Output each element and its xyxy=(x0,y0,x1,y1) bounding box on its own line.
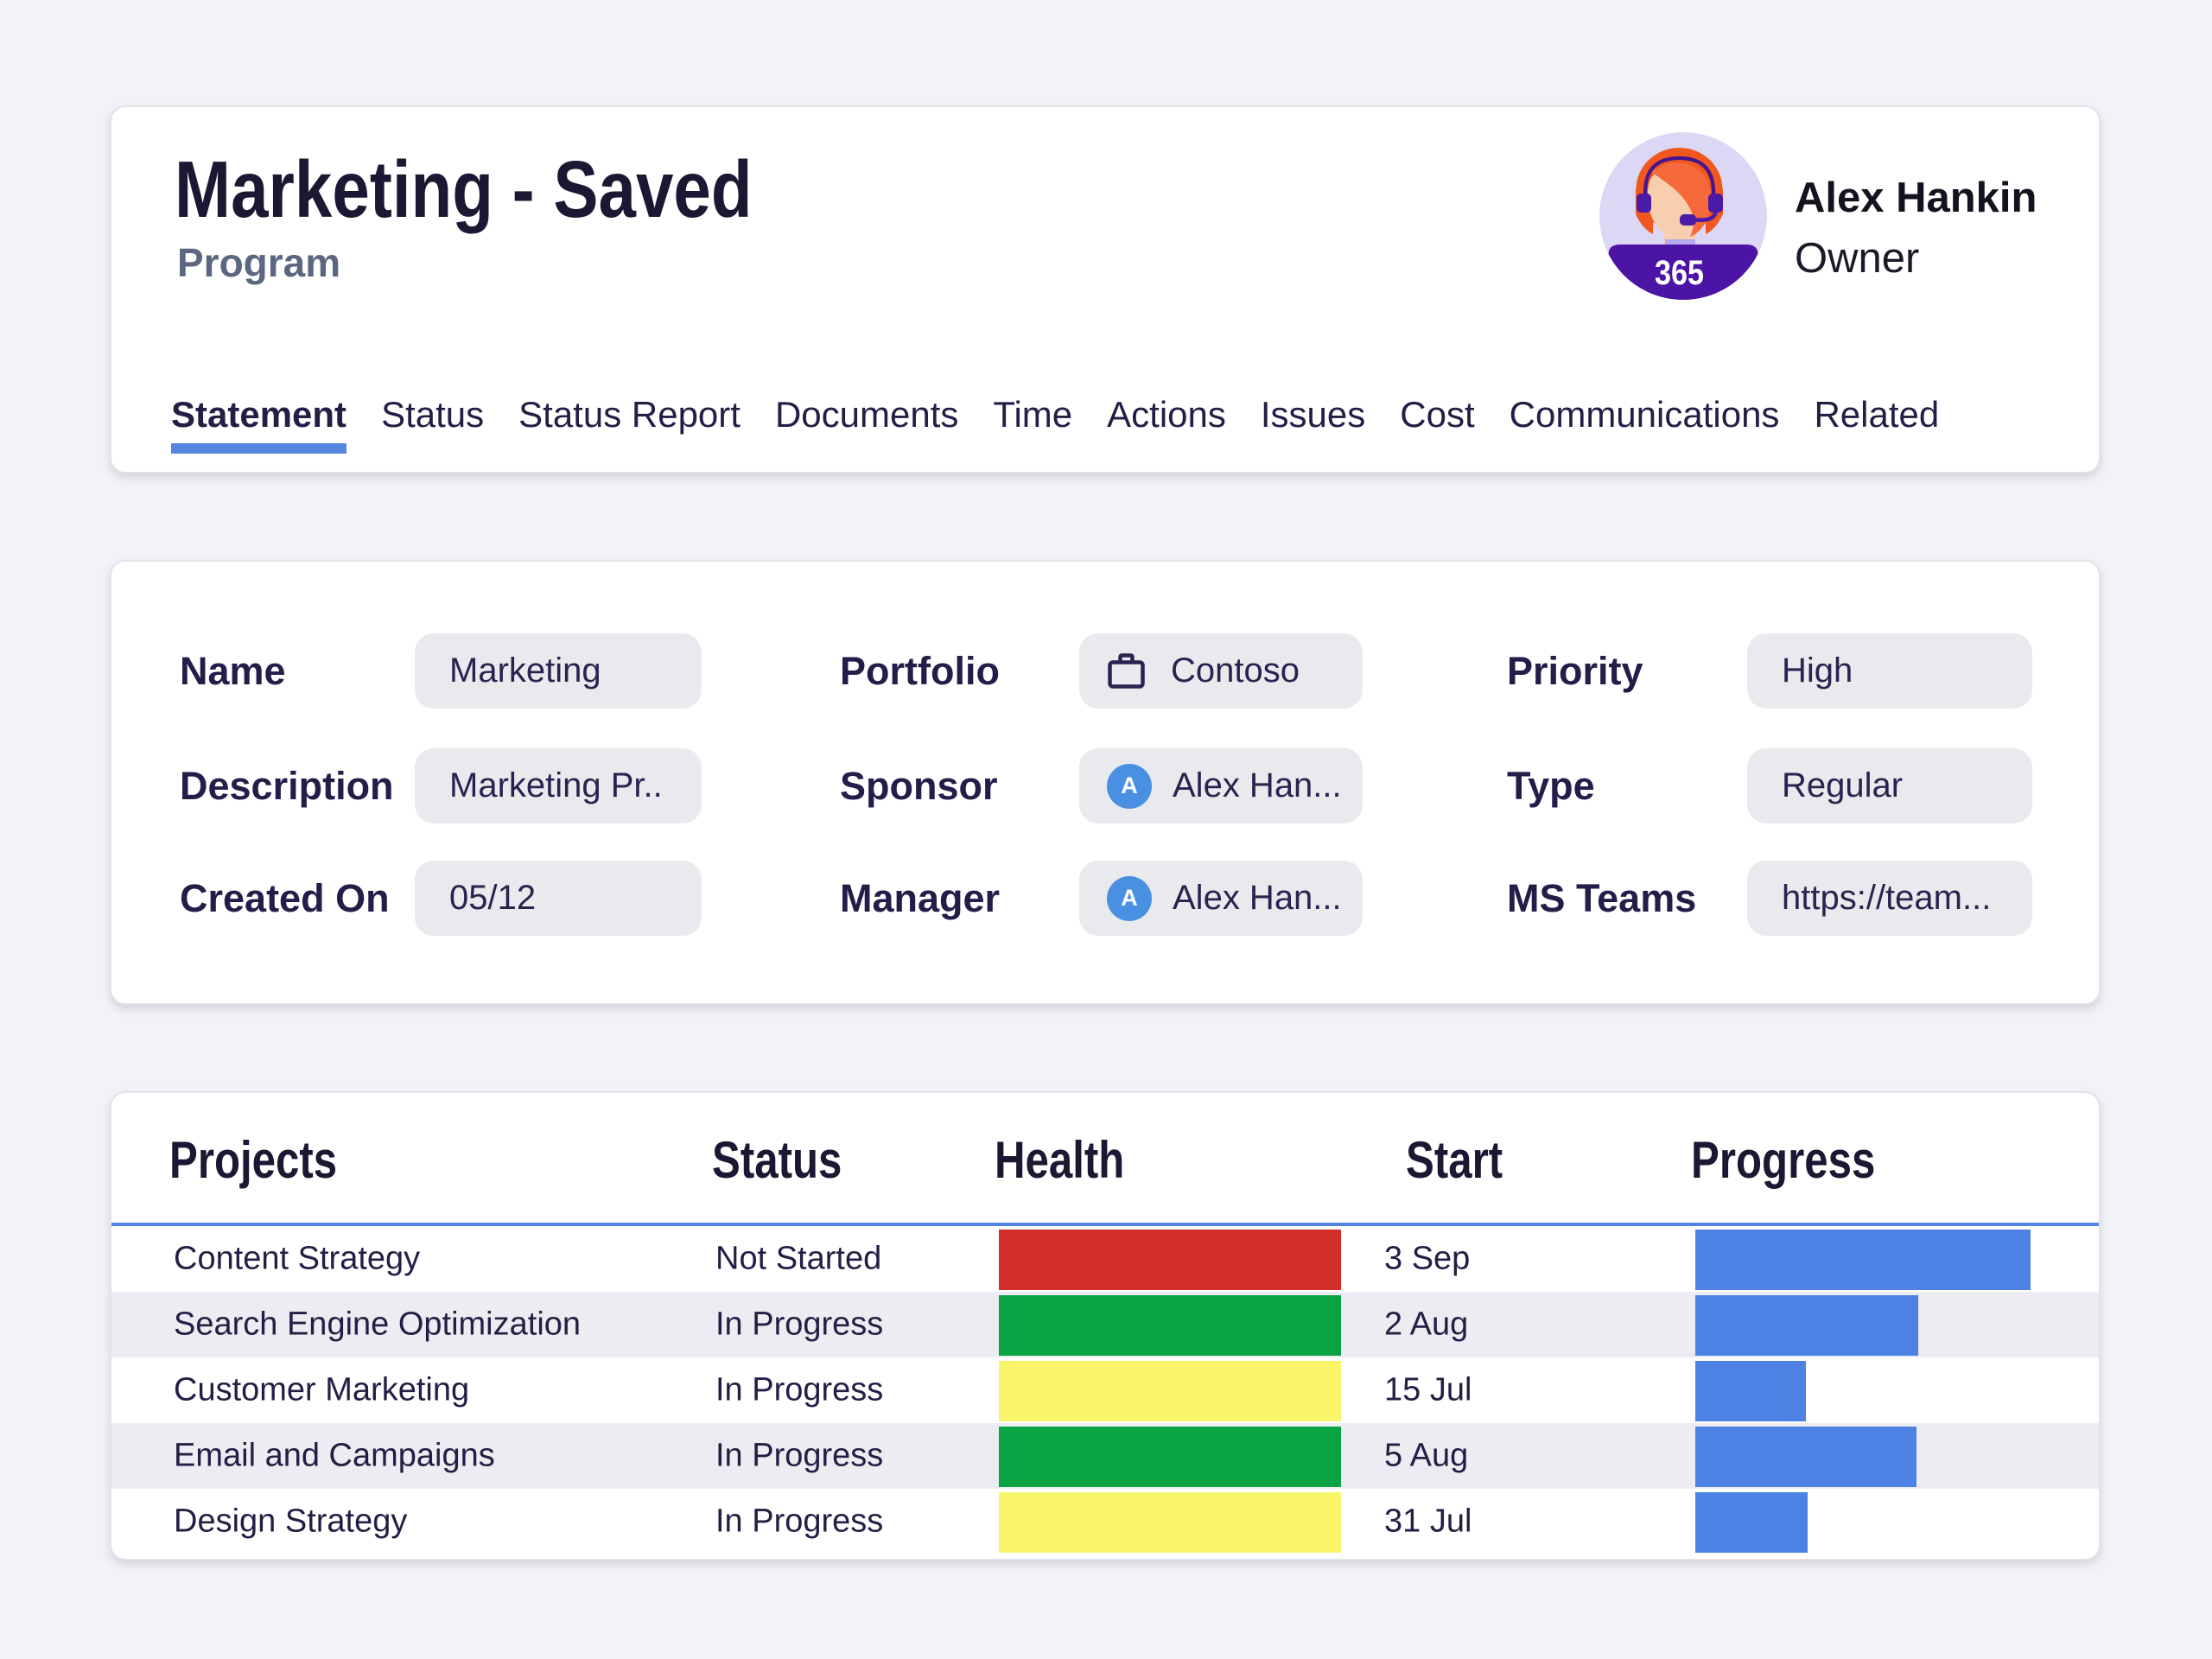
svg-text:365: 365 xyxy=(1655,254,1704,292)
